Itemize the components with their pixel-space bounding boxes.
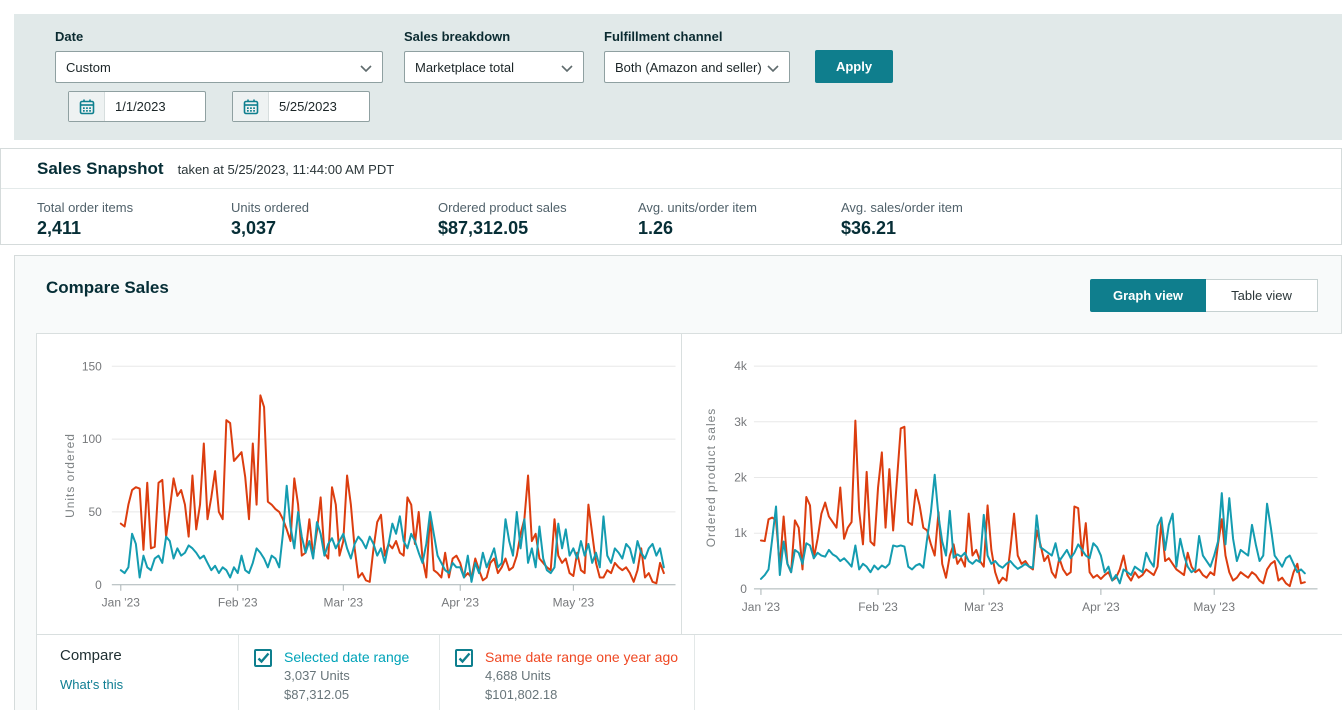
sales-dashboard: Date Custom 1/1/2023 [0, 0, 1342, 710]
date-filter-label: Date [55, 29, 83, 44]
svg-text:1k: 1k [734, 526, 748, 540]
start-date-value: 1/1/2023 [105, 92, 166, 121]
sales-snapshot-header: Sales Snapshot taken at 5/25/2023, 11:44… [1, 149, 1341, 189]
sales-snapshot-title: Sales Snapshot [37, 159, 164, 179]
ordered-product-sales-chart: 0 1k 2k 3k 4k Jan '23 Feb '23 Mar '23 Apr '23 May… [682, 334, 1342, 634]
svg-text:May '23: May '23 [1193, 600, 1235, 614]
sales-breakdown-value: Marketplace total [415, 60, 514, 75]
svg-text:Feb '23: Feb '23 [858, 600, 898, 614]
stat-units-ordered: Units ordered 3,037 [231, 200, 438, 239]
svg-text:Apr '23: Apr '23 [1082, 600, 1120, 614]
svg-text:0: 0 [740, 582, 747, 596]
calendar-icon[interactable] [233, 92, 269, 121]
legend-units-year-ago: 4,688 Units [485, 666, 678, 685]
checkmark-icon [257, 652, 270, 664]
end-date-input[interactable]: 5/25/2023 [232, 91, 370, 122]
legend-label-year-ago: Same date range one year ago [485, 649, 678, 666]
stat-avg-units-order-item: Avg. units/order item 1.26 [638, 200, 841, 239]
svg-text:4k: 4k [734, 359, 748, 373]
start-date-input[interactable]: 1/1/2023 [68, 91, 206, 122]
sales-breakdown-select[interactable]: Marketplace total [404, 51, 584, 83]
svg-text:Jan '23: Jan '23 [741, 600, 780, 614]
fulfillment-channel-select[interactable]: Both (Amazon and seller) [604, 51, 790, 83]
compare-label: Compare [60, 647, 238, 664]
legend-units-selected: 3,037 Units [284, 666, 409, 685]
whats-this-link[interactable]: What's this [60, 677, 123, 692]
svg-text:Units ordered: Units ordered [63, 433, 77, 518]
svg-text:Mar '23: Mar '23 [324, 596, 364, 610]
compare-legend: Compare What's this Selected date range … [37, 634, 1342, 710]
legend-filler [695, 635, 1342, 710]
stat-ordered-product-sales: Ordered product sales $87,312.05 [438, 200, 638, 239]
sales-snapshot-section: Sales Snapshot taken at 5/25/2023, 11:44… [0, 148, 1342, 245]
units-ordered-chart: 0 50 100 150 Jan '23 Feb '23 Mar '23 Apr '23 May… [37, 334, 682, 634]
svg-text:Apr '23: Apr '23 [441, 596, 479, 610]
chevron-down-icon [561, 60, 573, 75]
stat-avg-sales-order-item: Avg. sales/order item $36.21 [841, 200, 963, 239]
svg-text:2k: 2k [734, 471, 748, 485]
legend-same-range-year-ago: Same date range one year ago 4,688 Units… [440, 635, 695, 710]
legend-sales-year-ago: $101,802.18 [485, 685, 678, 704]
svg-text:0: 0 [95, 578, 102, 592]
apply-button[interactable]: Apply [815, 50, 893, 83]
compare-sales-section: Compare Sales Graph view Table view 0 50 1… [14, 255, 1342, 710]
sales-breakdown-label: Sales breakdown [404, 29, 510, 44]
chart-area: 0 50 100 150 Jan '23 Feb '23 Mar '23 Apr '23 May… [37, 334, 1342, 634]
svg-text:Ordered product sales: Ordered product sales [703, 408, 717, 548]
graph-view-tab[interactable]: Graph view [1090, 279, 1206, 312]
legend-selected-date-range: Selected date range 3,037 Units $87,312.… [239, 635, 440, 710]
chevron-down-icon [360, 60, 372, 75]
legend-sales-selected: $87,312.05 [284, 685, 409, 704]
charts-panel: 0 50 100 150 Jan '23 Feb '23 Mar '23 Apr '23 May… [36, 333, 1342, 710]
date-range-select[interactable]: Custom [55, 51, 383, 83]
table-view-tab[interactable]: Table view [1206, 279, 1318, 312]
svg-text:50: 50 [89, 505, 103, 519]
svg-text:150: 150 [82, 359, 102, 373]
checkmark-icon [458, 652, 471, 664]
svg-text:3k: 3k [734, 415, 748, 429]
svg-text:Feb '23: Feb '23 [218, 596, 258, 610]
svg-text:Mar '23: Mar '23 [963, 600, 1003, 614]
svg-text:100: 100 [82, 432, 102, 446]
stat-total-order-items: Total order items 2,411 [37, 200, 231, 239]
view-toggle: Graph view Table view [1090, 279, 1318, 312]
date-range-value: Custom [66, 60, 111, 75]
chevron-down-icon [767, 60, 779, 75]
selected-range-checkbox[interactable] [254, 649, 272, 667]
end-date-value: 5/25/2023 [269, 92, 337, 121]
fulfillment-channel-value: Both (Amazon and seller) [615, 60, 762, 75]
fulfillment-channel-label: Fulfillment channel [604, 29, 722, 44]
svg-text:May '23: May '23 [553, 596, 595, 610]
svg-text:Jan '23: Jan '23 [102, 596, 141, 610]
legend-intro: Compare What's this [37, 635, 239, 710]
year-ago-checkbox[interactable] [455, 649, 473, 667]
legend-label-selected: Selected date range [284, 649, 409, 666]
filter-bar: Date Custom 1/1/2023 [14, 14, 1342, 140]
compare-sales-title: Compare Sales [46, 278, 169, 298]
snapshot-timestamp: taken at 5/25/2023, 11:44:00 AM PDT [178, 160, 395, 177]
calendar-icon[interactable] [69, 92, 105, 121]
snapshot-stats-row: Total order items 2,411 Units ordered 3,… [1, 189, 1341, 239]
